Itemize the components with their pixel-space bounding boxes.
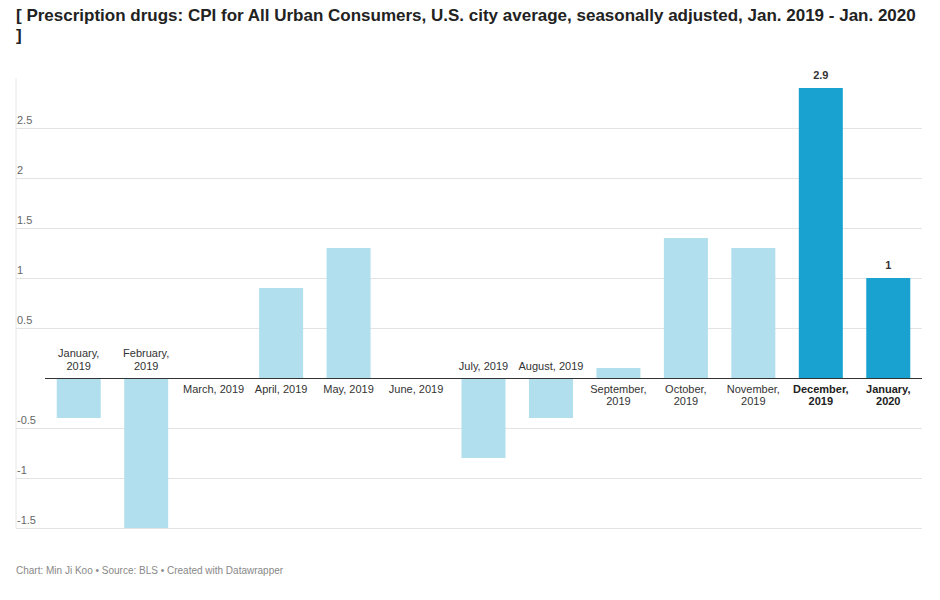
tick-label: 1 <box>17 264 23 276</box>
tick-label: 1.5 <box>17 214 32 226</box>
grid-line <box>16 178 922 179</box>
baseline <box>45 378 922 379</box>
category-label: October,2019 <box>665 383 707 408</box>
tick-label: -1 <box>17 464 27 476</box>
category-label: August, 2019 <box>519 360 584 372</box>
bar <box>259 288 303 378</box>
tick-label: 2.5 <box>17 114 32 126</box>
caption: Chart: Min Ji Koo • Source: BLS • Create… <box>16 565 283 576</box>
category-label: June, 2019 <box>389 383 443 395</box>
category-label: May, 2019 <box>323 383 374 395</box>
category-label: March, 2019 <box>183 383 244 395</box>
tick-label: -0.5 <box>17 414 36 426</box>
category-label: December,2019 <box>793 383 849 408</box>
bar <box>596 368 640 378</box>
bars <box>57 88 911 528</box>
bar <box>664 238 708 378</box>
data-label: 1 <box>885 259 891 271</box>
title: [ Prescription drugs: CPI for All Urban … <box>16 6 921 46</box>
bar <box>799 88 843 378</box>
grid-line <box>16 278 922 279</box>
chart: -1.5 -1 -0.5 0.5 1 1.5 2 2.5 January,2019 Februar… <box>0 0 940 600</box>
tick-label: 2 <box>17 164 23 176</box>
grid-line <box>16 128 922 129</box>
grid-line <box>16 528 922 529</box>
category-label: November,2019 <box>727 383 780 408</box>
tick-label: -1.5 <box>17 514 36 526</box>
category-label: February,2019 <box>123 347 169 372</box>
category-label: January,2020 <box>866 383 910 408</box>
grid-line <box>16 328 922 329</box>
bar <box>866 278 910 378</box>
y-axis-line <box>16 78 17 528</box>
bar <box>124 378 168 528</box>
tick-label: 0.5 <box>17 314 32 326</box>
data-label: 2.9 <box>813 69 828 81</box>
bar <box>327 248 371 378</box>
bar <box>57 378 101 418</box>
category-label: July, 2019 <box>459 360 508 372</box>
bar <box>462 378 506 458</box>
category-label: January,2019 <box>58 347 99 372</box>
category-label: April, 2019 <box>255 383 308 395</box>
grid-line <box>16 228 922 229</box>
category-label: September,2019 <box>590 383 646 408</box>
bar <box>731 248 775 378</box>
bar <box>529 378 573 418</box>
